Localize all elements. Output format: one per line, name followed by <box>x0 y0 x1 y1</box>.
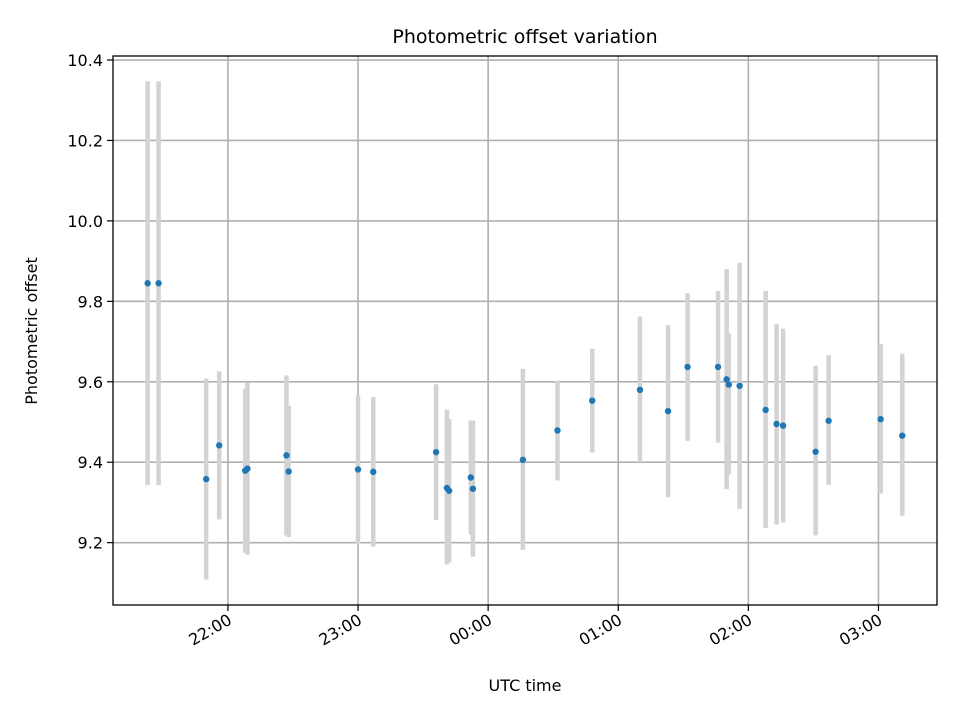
data-point <box>773 420 780 428</box>
x-tick-label: 01:00 <box>576 610 625 650</box>
data-point <box>877 415 884 423</box>
y-axis-label: Photometric offset <box>22 257 41 405</box>
x-tick-label: 22:00 <box>185 610 234 650</box>
data-point <box>469 485 477 492</box>
data-point <box>467 474 475 481</box>
data-point <box>285 468 292 475</box>
data-point <box>144 280 151 287</box>
data-point <box>664 407 672 415</box>
x-tick-label: 00:00 <box>446 610 495 650</box>
error-bars <box>145 81 905 580</box>
data-point <box>354 466 362 473</box>
x-axis-label: UTC time <box>489 676 562 695</box>
plot-frame <box>112 55 938 606</box>
data-point <box>202 475 210 483</box>
y-tick-label: 9.8 <box>78 292 103 311</box>
data-point <box>736 382 743 390</box>
x-axis-ticks: 22:00 23:00 00:00 01:00 02:00 03:00 <box>185 605 885 650</box>
x-tick-label: 03:00 <box>836 610 885 650</box>
data-point <box>445 487 453 494</box>
y-tick-label: 10.4 <box>67 51 103 70</box>
data-point <box>812 448 819 455</box>
data-points <box>144 280 906 494</box>
y-tick-label: 9.4 <box>78 453 103 472</box>
data-point <box>825 417 832 424</box>
chart-title: Photometric offset variation <box>392 26 657 48</box>
y-tick-label: 9.6 <box>78 373 103 392</box>
y-tick-label: 10.2 <box>67 131 103 150</box>
data-point <box>554 427 561 434</box>
data-point <box>723 376 730 383</box>
y-axis-ticks: 9.2 9.4 9.6 9.8 10.0 10.2 10.4 <box>67 51 113 553</box>
data-point <box>589 397 596 404</box>
data-point <box>762 406 769 414</box>
data-point <box>216 442 223 449</box>
data-point <box>370 468 377 476</box>
data-point <box>155 280 162 287</box>
data-point <box>725 381 733 388</box>
y-tick-label: 9.2 <box>78 534 103 553</box>
data-point <box>283 452 290 459</box>
data-point <box>779 422 787 429</box>
data-point <box>899 432 906 439</box>
x-tick-label: 02:00 <box>706 610 755 650</box>
data-point <box>519 456 527 464</box>
data-point <box>684 363 691 371</box>
data-point <box>714 363 722 371</box>
data-point <box>636 386 644 394</box>
data-point <box>432 448 440 456</box>
y-tick-label: 10.0 <box>67 212 103 231</box>
data-point <box>244 465 251 472</box>
x-tick-label: 23:00 <box>316 610 365 650</box>
